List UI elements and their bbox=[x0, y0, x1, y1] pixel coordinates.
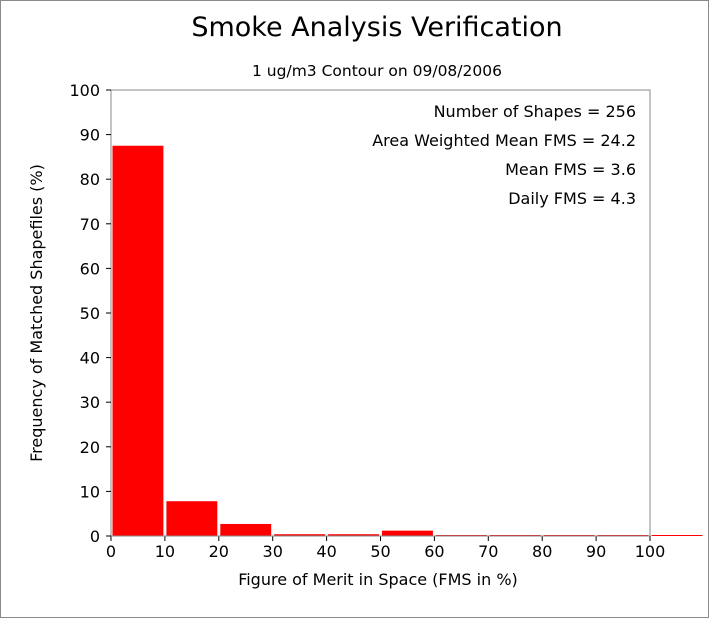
y-tick-label: 30 bbox=[80, 393, 100, 412]
y-tick-label: 100 bbox=[69, 81, 100, 100]
stat-mean-fms: Mean FMS = 3.6 bbox=[505, 160, 636, 179]
chart-subtitle: 1 ug/m3 Contour on 09/08/2006 bbox=[252, 62, 502, 80]
y-axis-label: Frequency of Matched Shapefiles (%) bbox=[27, 164, 46, 462]
y-tick-label: 0 bbox=[90, 527, 100, 546]
stats-annotations: Number of Shapes = 256 Area Weighted Mea… bbox=[372, 102, 636, 208]
histogram-bar bbox=[382, 530, 433, 536]
histogram-bar bbox=[112, 145, 164, 536]
x-tick-label: 80 bbox=[532, 542, 552, 561]
histogram-bar bbox=[166, 501, 218, 536]
y-tick-label: 10 bbox=[80, 482, 100, 501]
y-tick-label: 20 bbox=[80, 438, 100, 457]
x-axis-label: Figure of Merit in Space (FMS in %) bbox=[238, 570, 518, 589]
stat-daily-fms: Daily FMS = 4.3 bbox=[508, 189, 636, 208]
x-tick-label: 30 bbox=[263, 542, 283, 561]
histogram-bar bbox=[651, 535, 703, 536]
x-tick-label: 100 bbox=[635, 542, 666, 561]
x-tick-group: 0 10 20 30 40 50 60 70 80 90 100 bbox=[106, 536, 665, 561]
histogram-bar bbox=[328, 534, 379, 536]
chart-title: Smoke Analysis Verification bbox=[191, 12, 562, 43]
stat-area-weighted-mean-fms: Area Weighted Mean FMS = 24.2 bbox=[372, 131, 636, 150]
stat-number-of-shapes: Number of Shapes = 256 bbox=[434, 102, 636, 121]
y-tick-label: 50 bbox=[80, 304, 100, 323]
y-tick-label: 70 bbox=[80, 215, 100, 234]
y-tick-label: 60 bbox=[80, 259, 100, 278]
bars-group bbox=[112, 145, 703, 536]
x-tick-label: 40 bbox=[316, 542, 336, 561]
y-tick-label: 80 bbox=[80, 170, 100, 189]
histogram-bar bbox=[274, 534, 326, 536]
x-tick-label: 20 bbox=[209, 542, 229, 561]
x-tick-label: 0 bbox=[106, 542, 116, 561]
x-tick-label: 60 bbox=[424, 542, 444, 561]
y-tick-group: 0 10 20 30 40 50 60 70 80 90 100 bbox=[69, 81, 111, 546]
histogram-bar bbox=[220, 523, 272, 536]
x-tick-label: 70 bbox=[478, 542, 498, 561]
y-tick-label: 40 bbox=[80, 349, 100, 368]
x-tick-label: 50 bbox=[370, 542, 390, 561]
x-tick-label: 90 bbox=[586, 542, 606, 561]
y-tick-label: 90 bbox=[80, 126, 100, 145]
plot-area bbox=[110, 89, 651, 537]
x-tick-label: 10 bbox=[155, 542, 175, 561]
